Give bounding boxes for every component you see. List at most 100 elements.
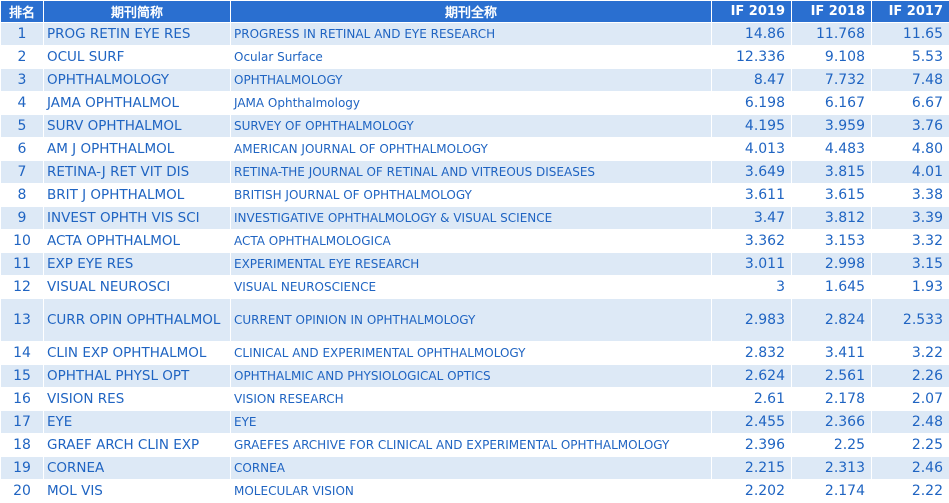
cell-if-2018: 2.824: [792, 299, 872, 342]
cell-full-name: AMERICAN JOURNAL OF OPHTHALMOLOGY: [231, 138, 712, 161]
cell-rank: 5: [1, 115, 44, 138]
cell-full-name: CURRENT OPINION IN OPHTHALMOLOGY: [231, 299, 712, 342]
cell-if-2018: 3.153: [792, 230, 872, 253]
cell-if-2017: 2.25: [872, 434, 949, 457]
cell-if-2018: 2.998: [792, 253, 872, 276]
cell-if-2018: 2.366: [792, 411, 872, 434]
cell-if-2019: 6.198: [712, 92, 792, 115]
cell-if-2019: 4.195: [712, 115, 792, 138]
cell-rank: 11: [1, 253, 44, 276]
cell-full-name: CORNEA: [231, 457, 712, 480]
cell-abbr: GRAEF ARCH CLIN EXP: [44, 434, 231, 457]
cell-if-2019: 2.202: [712, 480, 792, 503]
cell-if-2017: 4.80: [872, 138, 949, 161]
cell-if-2017: 2.22: [872, 480, 949, 503]
cell-if-2017: 2.26: [872, 365, 949, 388]
cell-abbr: SURV OPHTHALMOL: [44, 115, 231, 138]
cell-if-2019: 4.013: [712, 138, 792, 161]
cell-if-2019: 3.611: [712, 184, 792, 207]
cell-full-name: MOLECULAR VISION: [231, 480, 712, 503]
cell-if-2017: 6.67: [872, 92, 949, 115]
cell-if-2019: 3.649: [712, 161, 792, 184]
cell-abbr: PROG RETIN EYE RES: [44, 23, 231, 46]
cell-if-2019: 3: [712, 276, 792, 299]
cell-if-2017: 3.32: [872, 230, 949, 253]
cell-if-2018: 9.108: [792, 46, 872, 69]
cell-if-2018: 4.483: [792, 138, 872, 161]
cell-abbr: CLIN EXP OPHTHALMOL: [44, 342, 231, 365]
cell-abbr: MOL VIS: [44, 480, 231, 503]
cell-abbr: OPHTHAL PHYSL OPT: [44, 365, 231, 388]
cell-rank: 4: [1, 92, 44, 115]
cell-abbr: ACTA OPHTHALMOL: [44, 230, 231, 253]
cell-if-2017: 3.22: [872, 342, 949, 365]
cell-abbr: CORNEA: [44, 457, 231, 480]
cell-if-2019: 2.624: [712, 365, 792, 388]
cell-if-2019: 2.61: [712, 388, 792, 411]
cell-if-2018: 7.732: [792, 69, 872, 92]
cell-rank: 9: [1, 207, 44, 230]
cell-if-2017: 3.76: [872, 115, 949, 138]
cell-if-2019: 14.86: [712, 23, 792, 46]
cell-rank: 1: [1, 23, 44, 46]
cell-rank: 15: [1, 365, 44, 388]
cell-full-name: PROGRESS IN RETINAL AND EYE RESEARCH: [231, 23, 712, 46]
cell-rank: 17: [1, 411, 44, 434]
cell-rank: 20: [1, 480, 44, 503]
cell-if-2019: 3.362: [712, 230, 792, 253]
cell-abbr: INVEST OPHTH VIS SCI: [44, 207, 231, 230]
header-rank: 排名: [1, 1, 44, 23]
cell-if-2018: 2.25: [792, 434, 872, 457]
cell-if-2017: 3.15: [872, 253, 949, 276]
cell-if-2018: 2.561: [792, 365, 872, 388]
cell-abbr: BRIT J OPHTHALMOL: [44, 184, 231, 207]
cell-rank: 2: [1, 46, 44, 69]
cell-if-2018: 3.815: [792, 161, 872, 184]
cell-if-2019: 12.336: [712, 46, 792, 69]
cell-abbr: CURR OPIN OPHTHALMOL: [44, 299, 231, 342]
cell-rank: 10: [1, 230, 44, 253]
header-if-2019: IF 2019: [712, 1, 792, 23]
cell-if-2018: 3.411: [792, 342, 872, 365]
cell-if-2018: 6.167: [792, 92, 872, 115]
cell-rank: 7: [1, 161, 44, 184]
cell-full-name: ACTA OPHTHALMOLOGICA: [231, 230, 712, 253]
cell-rank: 19: [1, 457, 44, 480]
cell-if-2018: 2.174: [792, 480, 872, 503]
header-if-2018: IF 2018: [792, 1, 872, 23]
cell-if-2019: 3.011: [712, 253, 792, 276]
cell-if-2017: 3.39: [872, 207, 949, 230]
cell-full-name: SURVEY OF OPHTHALMOLOGY: [231, 115, 712, 138]
cell-rank: 14: [1, 342, 44, 365]
cell-if-2017: 2.07: [872, 388, 949, 411]
cell-if-2019: 8.47: [712, 69, 792, 92]
cell-full-name: EYE: [231, 411, 712, 434]
cell-full-name: Ocular Surface: [231, 46, 712, 69]
header-if-2017: IF 2017: [872, 1, 949, 23]
cell-if-2017: 1.93: [872, 276, 949, 299]
cell-if-2019: 2.215: [712, 457, 792, 480]
cell-if-2017: 5.53: [872, 46, 949, 69]
cell-full-name: VISION RESEARCH: [231, 388, 712, 411]
cell-rank: 18: [1, 434, 44, 457]
cell-full-name: OPHTHALMOLOGY: [231, 69, 712, 92]
cell-abbr: EXP EYE RES: [44, 253, 231, 276]
cell-abbr: VISION RES: [44, 388, 231, 411]
cell-if-2018: 2.313: [792, 457, 872, 480]
cell-if-2017: 4.01: [872, 161, 949, 184]
